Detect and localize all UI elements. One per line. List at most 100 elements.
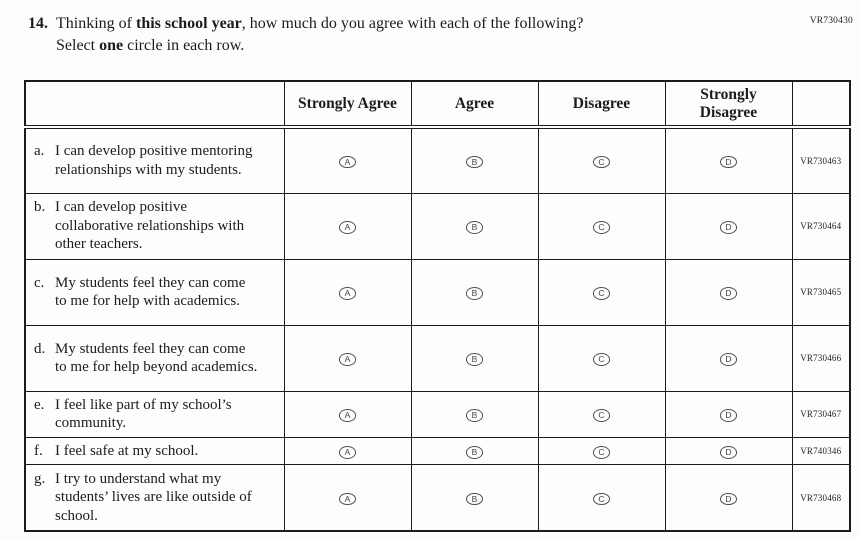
table-row: e. I feel like part of my school’s commun… bbox=[24, 390, 851, 438]
row-statement: I can develop positive collaborative rel… bbox=[55, 199, 245, 253]
row-statement: I feel like part of my school’s communit… bbox=[55, 396, 232, 432]
row-statement: I can develop positive mentoring relatio… bbox=[55, 143, 253, 178]
row-letter: c. bbox=[34, 274, 45, 291]
option-cell: A bbox=[283, 258, 412, 326]
option-cell: C bbox=[537, 390, 666, 438]
bubble-strongly-disagree[interactable]: D bbox=[720, 353, 737, 366]
bubble-strongly-agree[interactable]: A bbox=[339, 155, 356, 169]
row-code: VR730466 bbox=[791, 324, 851, 392]
bubble-strongly-agree[interactable]: A bbox=[339, 221, 356, 234]
bubble-strongly-agree[interactable]: A bbox=[339, 287, 356, 300]
header-code-cell bbox=[791, 80, 851, 130]
option-cell: C bbox=[537, 126, 666, 194]
option-cell: A bbox=[283, 126, 412, 194]
option-cell: A bbox=[283, 192, 412, 260]
header-disagree: Disagree bbox=[537, 80, 666, 130]
bubble-strongly-disagree[interactable]: D bbox=[720, 155, 737, 169]
row-code: VR730464 bbox=[791, 192, 851, 260]
row-statement: I feel safe at my school. bbox=[55, 442, 199, 459]
bubble-strongly-disagree[interactable]: D bbox=[720, 221, 737, 234]
option-cell: C bbox=[537, 192, 666, 260]
bubble-strongly-disagree[interactable]: D bbox=[720, 446, 737, 459]
table-row: c. My students feel they can come to me f… bbox=[24, 258, 851, 326]
header-strongly-disagree: Strongly Disagree bbox=[664, 80, 793, 130]
header-strongly-agree: Strongly Agree bbox=[283, 80, 412, 130]
bubble-agree[interactable]: B bbox=[466, 155, 483, 169]
option-cell: D bbox=[664, 126, 793, 194]
bubble-agree[interactable]: B bbox=[466, 353, 483, 366]
question-text-part: circle in each row. bbox=[123, 37, 245, 55]
table-row: a. I can develop positive mentoring relat… bbox=[24, 126, 851, 194]
bubble-disagree[interactable]: C bbox=[593, 446, 610, 459]
header-strongly-disagree-label: Strongly Disagree bbox=[699, 86, 758, 121]
option-cell: B bbox=[410, 258, 539, 326]
statement-cell: c. My students feel they can come to me f… bbox=[24, 258, 285, 326]
row-code: VR730463 bbox=[791, 126, 851, 194]
option-cell: B bbox=[410, 324, 539, 392]
option-cell: D bbox=[664, 258, 793, 326]
option-cell: D bbox=[664, 324, 793, 392]
option-cell: D bbox=[664, 464, 793, 532]
option-cell: A bbox=[283, 436, 412, 466]
row-letter: g. bbox=[34, 470, 46, 487]
option-cell: C bbox=[537, 436, 666, 466]
option-cell: B bbox=[410, 436, 539, 466]
row-letter: a. bbox=[34, 143, 45, 160]
question-text-bold: one bbox=[99, 37, 124, 55]
bubble-agree[interactable]: B bbox=[466, 492, 483, 506]
bubble-agree[interactable]: B bbox=[466, 287, 483, 300]
row-letter: d. bbox=[34, 340, 46, 357]
table-row: g. I try to understand what my students’ … bbox=[24, 464, 851, 532]
bubble-disagree[interactable]: C bbox=[593, 492, 610, 506]
option-cell: D bbox=[664, 192, 793, 260]
bubble-disagree[interactable]: C bbox=[593, 287, 610, 300]
statement-cell: e. I feel like part of my school’s commun… bbox=[24, 390, 285, 438]
question-14: 14. Thinking of this school year, how mu… bbox=[28, 13, 788, 57]
bubble-strongly-disagree[interactable]: D bbox=[720, 409, 737, 422]
option-cell: B bbox=[410, 390, 539, 438]
row-letter: e. bbox=[34, 396, 45, 413]
bubble-disagree[interactable]: C bbox=[593, 353, 610, 366]
table-row: f. I feel safe at my school. A B C D VR74… bbox=[24, 436, 851, 466]
bubble-disagree[interactable]: C bbox=[593, 409, 610, 422]
statement-cell: d. My students feel they can come to me f… bbox=[24, 324, 285, 392]
row-letter: f. bbox=[34, 442, 43, 459]
option-cell: C bbox=[537, 464, 666, 532]
row-statement: My students feel they can come to me for… bbox=[55, 340, 258, 376]
bubble-disagree[interactable]: C bbox=[593, 155, 610, 169]
question-text-part: , how much do you agree with each of the… bbox=[241, 15, 584, 32]
row-statement: I try to understand what my students’ li… bbox=[55, 470, 252, 524]
question-text: Thinking of this school year, how much d… bbox=[56, 13, 583, 57]
option-cell: D bbox=[664, 390, 793, 438]
option-cell: D bbox=[664, 436, 793, 466]
option-cell: B bbox=[410, 126, 539, 194]
bubble-strongly-disagree[interactable]: D bbox=[720, 492, 737, 506]
table-header-row: Strongly Agree Agree Disagree Strongly D… bbox=[24, 80, 851, 130]
bubble-agree[interactable]: B bbox=[466, 446, 483, 459]
option-cell: B bbox=[410, 464, 539, 532]
question-text-part: Select bbox=[56, 37, 100, 55]
option-cell: C bbox=[537, 258, 666, 326]
question-14-table: Strongly Agree Agree Disagree Strongly D… bbox=[24, 80, 851, 532]
bubble-agree[interactable]: B bbox=[466, 221, 483, 234]
option-cell: A bbox=[283, 324, 412, 392]
row-code: VR730467 bbox=[791, 390, 851, 438]
header-statement-cell bbox=[24, 80, 285, 130]
statement-cell: b. I can develop positive collaborative r… bbox=[24, 192, 285, 260]
statement-cell: f. I feel safe at my school. bbox=[24, 436, 285, 466]
option-cell: A bbox=[283, 464, 412, 532]
bubble-disagree[interactable]: C bbox=[593, 221, 610, 234]
bubble-strongly-agree[interactable]: A bbox=[339, 409, 356, 422]
table-row: b. I can develop positive collaborative r… bbox=[24, 192, 851, 260]
bubble-strongly-disagree[interactable]: D bbox=[720, 287, 737, 300]
table-row: d. My students feel they can come to me f… bbox=[24, 324, 851, 392]
bubble-strongly-agree[interactable]: A bbox=[339, 492, 356, 506]
bubble-strongly-agree[interactable]: A bbox=[339, 446, 356, 459]
header-agree: Agree bbox=[410, 80, 539, 130]
statement-cell: a. I can develop positive mentoring relat… bbox=[24, 126, 285, 194]
bubble-strongly-agree[interactable]: A bbox=[339, 353, 356, 366]
row-code: VR740346 bbox=[791, 436, 851, 466]
page-form-code: VR730430 bbox=[809, 16, 853, 26]
row-letter: b. bbox=[34, 199, 46, 216]
bubble-agree[interactable]: B bbox=[466, 409, 483, 422]
